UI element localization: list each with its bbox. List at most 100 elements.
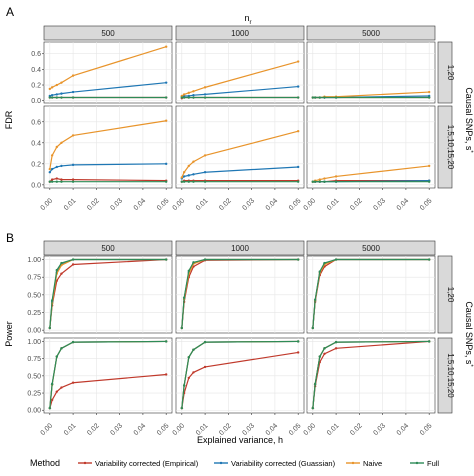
x-tick-label: 0.03 (372, 422, 387, 437)
y-tick-label: 0.2 (31, 83, 41, 90)
y-axis-title: FDR (4, 110, 14, 129)
y-tick-label: 0.2 (31, 161, 41, 168)
data-point (296, 165, 300, 169)
row-strip-label: 1,5,10,15,20 (446, 353, 455, 398)
data-point (180, 96, 184, 99)
data-point (164, 258, 168, 261)
data-point (71, 163, 75, 167)
panel-0-2 (306, 255, 436, 334)
data-point (427, 180, 431, 183)
data-point (427, 96, 431, 99)
panel-1-0 (43, 337, 173, 414)
x-tick-label: 0.05 (419, 422, 434, 437)
data-point (296, 258, 300, 261)
data-point (192, 173, 195, 176)
panel-background (175, 337, 305, 414)
data-point (164, 45, 168, 48)
data-point (334, 258, 338, 261)
data-point (203, 171, 207, 174)
data-point (182, 171, 186, 174)
data-point (55, 177, 58, 180)
panel-background (43, 105, 173, 189)
data-point (318, 180, 321, 183)
y-tick-label: 0.6 (31, 119, 41, 126)
data-point (296, 180, 300, 183)
data-point (60, 141, 63, 144)
x-tick-label: 0.05 (288, 422, 303, 437)
x-tick-label: 0.01 (195, 197, 210, 212)
x-tick-label: 0.04 (396, 422, 411, 437)
x-tick-label: 0.02 (86, 197, 101, 212)
col-strip-label: 1000 (231, 29, 249, 38)
data-point (334, 347, 338, 350)
legend-entry-label: Naive (363, 459, 382, 468)
data-point (71, 263, 75, 266)
data-point (182, 175, 186, 178)
data-point (50, 86, 54, 89)
data-point (187, 180, 190, 183)
x-tick-label: 0.03 (109, 422, 124, 437)
col-strip-label: 500 (101, 244, 115, 253)
data-point (48, 326, 52, 330)
series-line-3 (312, 258, 430, 329)
data-point (50, 154, 54, 157)
data-point (313, 298, 317, 301)
data-point (55, 96, 58, 99)
data-point (164, 96, 168, 99)
y-tick-label: 0.75 (27, 356, 41, 363)
data-point (60, 347, 63, 350)
row-strip-0 (437, 255, 453, 334)
series-line-2 (49, 120, 167, 170)
col-strip-label: 500 (101, 29, 115, 38)
y-tick-label: 0.25 (27, 391, 41, 398)
x-tick-label: 0.01 (326, 197, 341, 212)
data-point (50, 96, 54, 99)
data-point (203, 180, 207, 183)
data-point (48, 167, 52, 171)
data-point (296, 351, 300, 354)
x-tick-label: 0.03 (372, 197, 387, 212)
data-point (296, 96, 300, 99)
data-point (55, 180, 58, 183)
data-point (60, 92, 63, 95)
data-point (180, 326, 184, 330)
data-point (182, 96, 186, 99)
data-point (164, 81, 168, 84)
panel-background (175, 105, 305, 189)
data-point (187, 376, 190, 380)
y-tick-label: 1.00 (27, 257, 41, 264)
data-point (187, 269, 190, 273)
series-line-3 (312, 340, 430, 409)
data-point (311, 180, 315, 183)
legend-swatch-point (351, 461, 355, 465)
panel-background (175, 41, 305, 104)
data-point (50, 299, 54, 302)
data-point (296, 60, 300, 63)
col-strip-500 (43, 240, 173, 256)
col-strip-label: 5000 (362, 244, 380, 253)
panel-0-0 (43, 255, 173, 334)
data-point (182, 296, 186, 299)
data-point (71, 134, 75, 137)
data-point (48, 87, 52, 91)
data-point (164, 340, 168, 343)
data-point (164, 180, 168, 183)
data-point (60, 272, 63, 275)
legend: Method Variability corrected (Empirical) V… (30, 458, 439, 468)
data-point (323, 347, 326, 350)
y-tick-label: 0.4 (31, 67, 41, 74)
data-point (55, 83, 58, 87)
data-point (71, 74, 75, 77)
data-point (180, 180, 184, 183)
row-strip-label: 1,20 (446, 287, 455, 303)
chart-b: B Power Causal SNPs, s* Explained variance,… (4, 231, 474, 445)
data-point (164, 119, 168, 122)
data-point (192, 348, 195, 351)
x-tick-label: 0.00 (40, 422, 55, 437)
data-point (192, 371, 195, 374)
data-point (71, 178, 75, 181)
x-tick-label: 0.03 (241, 197, 256, 212)
data-point (203, 154, 207, 157)
series-line-0 (49, 373, 167, 409)
x-axis-title: Explained variance, h (197, 435, 283, 445)
